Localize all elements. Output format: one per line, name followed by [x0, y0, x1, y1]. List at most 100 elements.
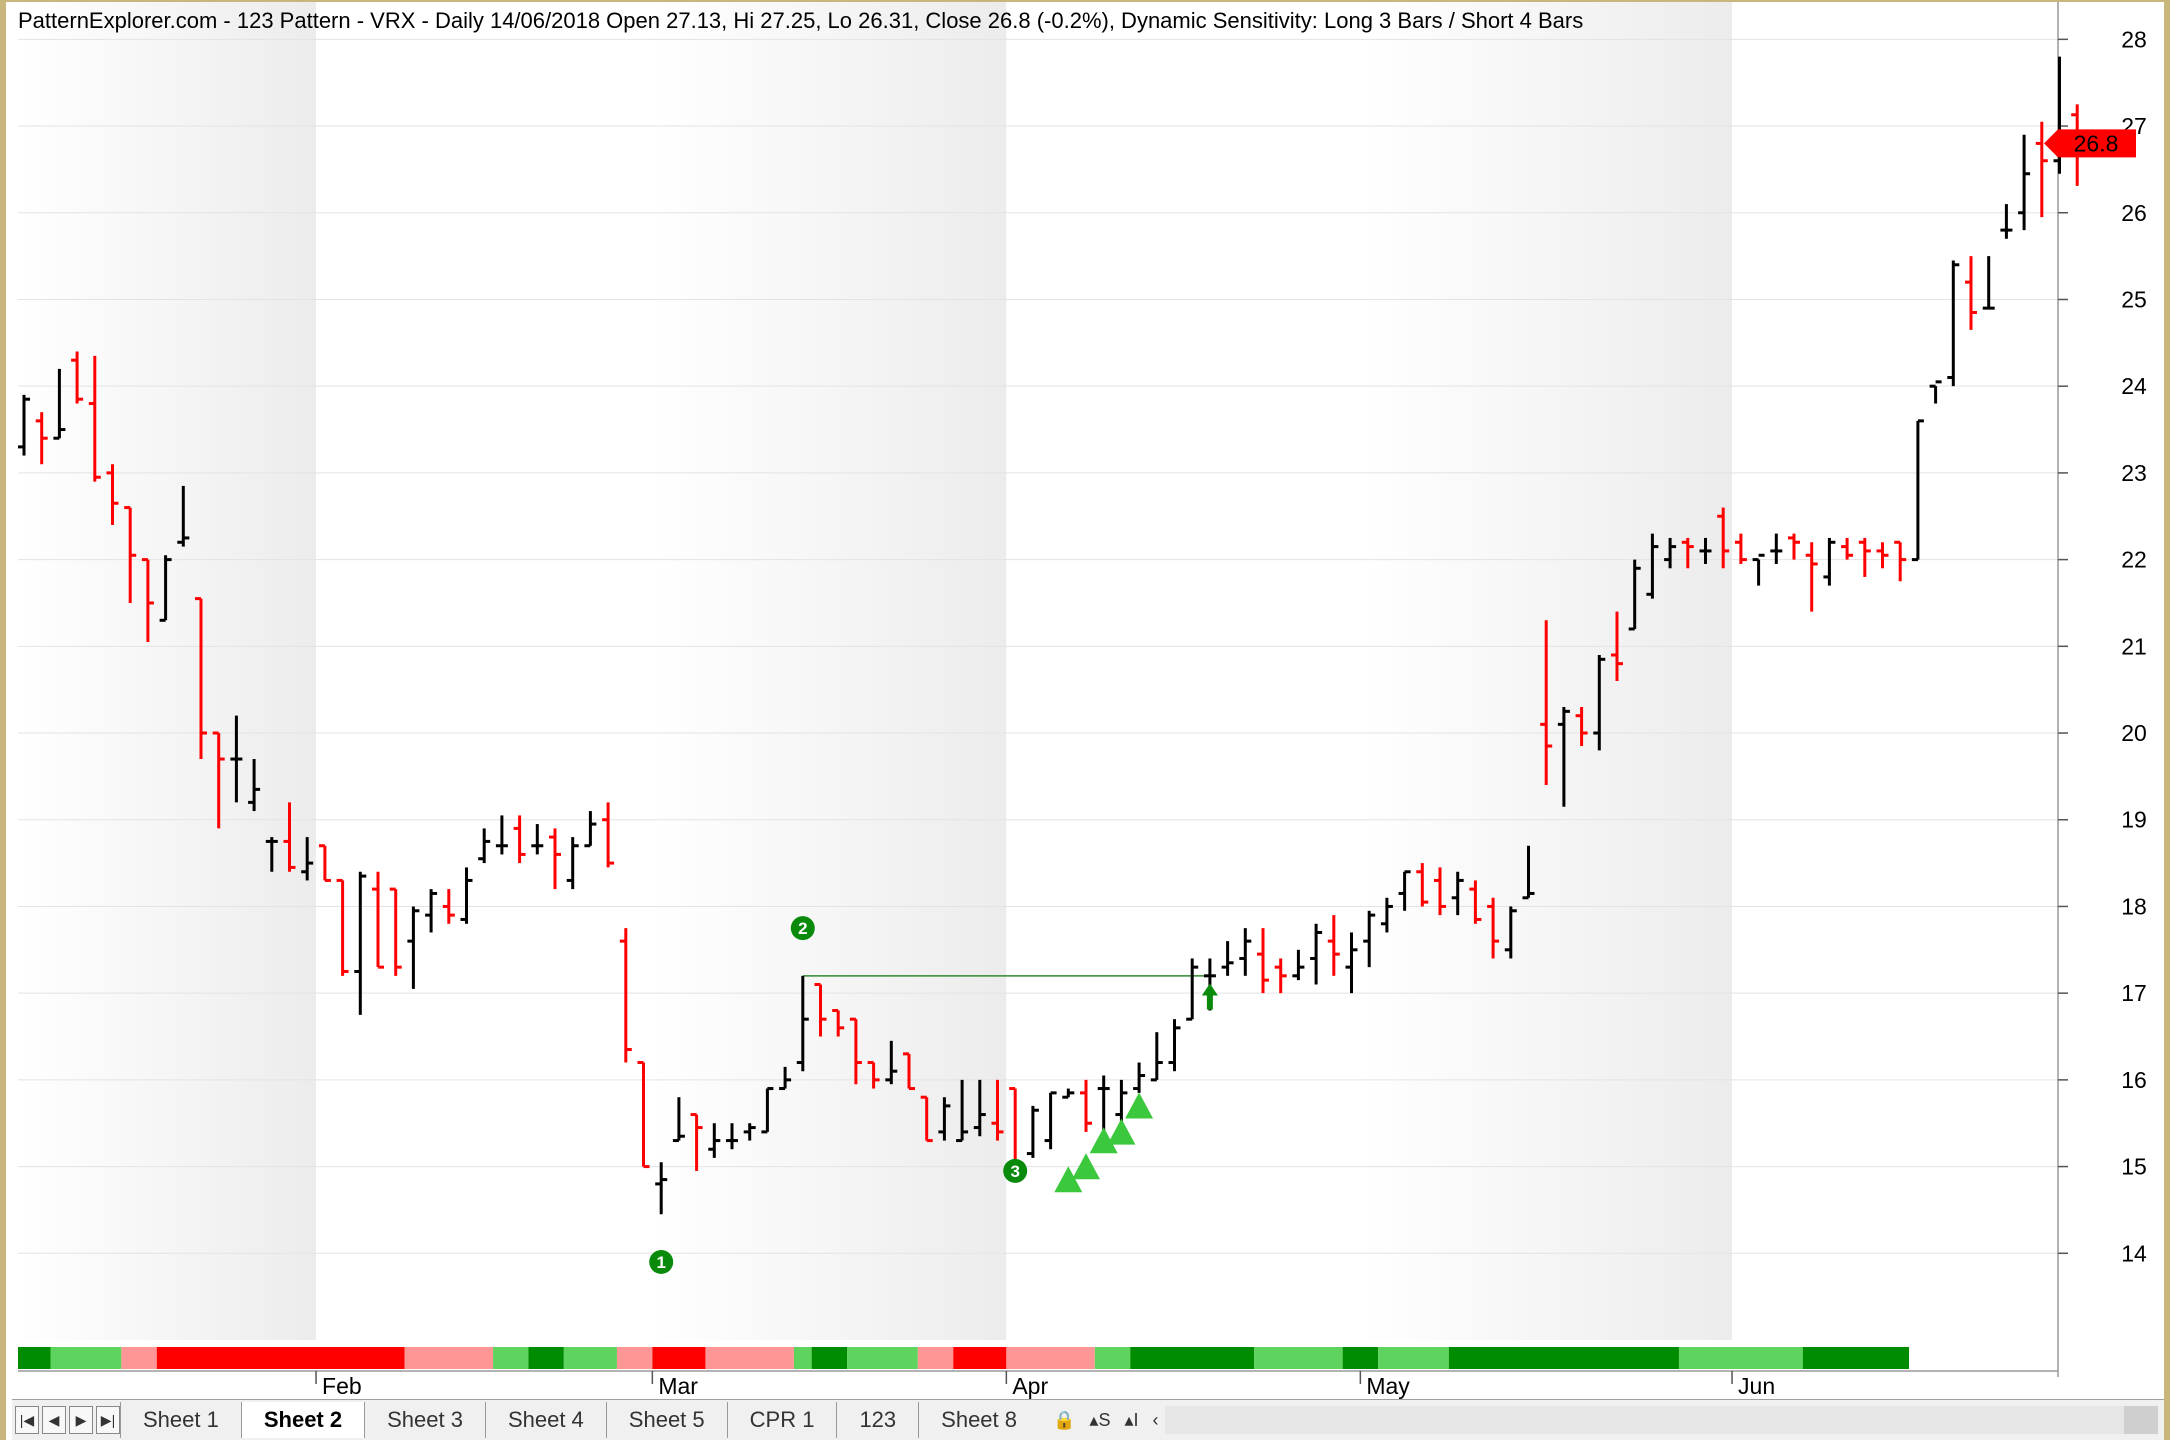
month-label: Apr	[1012, 1373, 1048, 1399]
scroll-left-icon[interactable]: ‹	[1152, 1409, 1159, 1430]
ohlc-bar	[1186, 958, 1199, 1021]
ohlc-bar	[743, 1123, 756, 1141]
ohlc-bar	[779, 1066, 792, 1091]
ohlc-bar	[1221, 941, 1234, 976]
regime-segment	[652, 1347, 706, 1369]
regime-segment	[50, 1347, 122, 1369]
tab-sheet-5[interactable]: Sheet 5	[605, 1402, 727, 1438]
ohlc-bar	[495, 815, 508, 855]
ohlc-bar	[212, 731, 225, 829]
ohlc-bar	[1717, 507, 1730, 569]
y-tick-label: 19	[2121, 807, 2147, 833]
ohlc-bar	[1062, 1088, 1075, 1099]
ohlc-bar	[867, 1061, 880, 1089]
ohlc-bar	[973, 1079, 986, 1137]
ohlc-bar	[318, 844, 331, 882]
regime-segment	[1378, 1347, 1449, 1369]
ohlc-bar	[1540, 620, 1553, 786]
first-sheet-button[interactable]: |◀	[15, 1406, 39, 1434]
regime-segment	[1678, 1347, 1803, 1369]
regime-segment	[1254, 1347, 1343, 1369]
pattern-badge-label: 2	[798, 919, 807, 938]
pattern-badge: 2	[790, 916, 815, 941]
regime-segment	[953, 1347, 1007, 1369]
horizontal-scrollbar[interactable]	[1164, 1406, 2158, 1434]
tab-123[interactable]: 123	[836, 1402, 918, 1438]
signal-triangle-icon	[1054, 1166, 1083, 1193]
regime-segment	[1342, 1347, 1379, 1369]
ohlc-bar	[283, 802, 296, 872]
tab-sheet-1[interactable]: Sheet 1	[120, 1402, 241, 1438]
ohlc-bar	[1044, 1091, 1057, 1150]
ohlc-bar	[1734, 533, 1747, 564]
tab-sheet-8[interactable]: Sheet 8	[918, 1402, 1039, 1438]
ohlc-bar	[1310, 923, 1323, 985]
scale-icon[interactable]: ▴S	[1089, 1409, 1111, 1430]
ohlc-bar	[690, 1113, 703, 1171]
pattern-point-badges: 1 2 3	[649, 916, 1028, 1274]
ohlc-bar	[655, 1162, 668, 1215]
ohlc-bar	[372, 871, 384, 969]
ohlc-bar	[1487, 897, 1500, 959]
y-tick-label: 22	[2121, 547, 2147, 573]
price-gridlines	[18, 38, 2058, 1254]
ohlc-bar	[1664, 537, 1677, 569]
ohlc-bar	[726, 1123, 738, 1150]
price-chart[interactable]: PatternExplorer.com - 123 Pattern - VRX …	[6, 2, 2164, 1399]
ohlc-bar	[566, 837, 579, 890]
regime-segment	[616, 1347, 653, 1369]
y-tick-label: 24	[2121, 373, 2147, 399]
ohlc-bar	[1363, 910, 1376, 968]
scrollbar-thumb[interactable]	[2124, 1406, 2158, 1434]
tab-sheet-3[interactable]: Sheet 3	[364, 1402, 485, 1438]
ohlc-bar	[1380, 897, 1393, 933]
ohlc-bar	[1557, 707, 1570, 807]
ohlc-bar	[584, 811, 597, 848]
ohlc-bars[interactable]	[18, 56, 2084, 1215]
regime-segment	[1094, 1347, 1131, 1369]
ohlc-bar	[885, 1040, 898, 1085]
ohlc-bar	[602, 802, 615, 868]
month-label: May	[1366, 1373, 1410, 1399]
ohlc-bar	[301, 837, 314, 881]
tab-sheet-2[interactable]: Sheet 2	[240, 1402, 365, 1438]
ohlc-bar	[1150, 1032, 1163, 1082]
regime-segment	[1130, 1347, 1255, 1369]
regime-segment	[493, 1347, 529, 1369]
ohlc-bar	[35, 412, 48, 465]
y-tick-label: 21	[2121, 633, 2147, 659]
month-band	[652, 2, 1007, 1340]
regime-segment	[18, 1347, 51, 1369]
last-sheet-button[interactable]: ▶|	[96, 1406, 120, 1434]
ohlc-bar	[195, 597, 207, 760]
pattern-badge-circle	[649, 1249, 674, 1274]
ohlc-bar	[1327, 915, 1340, 976]
ohlc-bar	[1770, 533, 1783, 564]
ohlc-bar	[619, 928, 632, 1063]
regime-segment	[1006, 1347, 1095, 1369]
cursor-icon[interactable]: ▴I	[1124, 1409, 1139, 1430]
ohlc-bar	[1646, 533, 1659, 599]
regime-segment	[811, 1347, 848, 1369]
signal-triangle-icon	[1125, 1092, 1154, 1119]
buy-arrow-icon	[1201, 983, 1218, 1010]
month-band	[1006, 2, 1361, 1340]
ohlc-bar	[460, 867, 473, 924]
lock-icon[interactable]: 🔒	[1053, 1409, 1076, 1430]
tab-cpr-1[interactable]: CPR 1	[726, 1402, 837, 1438]
ohlc-bar	[1504, 906, 1517, 959]
ohlc-bar	[796, 975, 809, 1072]
ohlc-bar	[1522, 845, 1535, 900]
next-sheet-button[interactable]: ▶	[69, 1406, 93, 1434]
last-price-label: 26.8	[2074, 130, 2119, 156]
regime-segment	[847, 1347, 918, 1369]
tab-sheet-4[interactable]: Sheet 4	[484, 1402, 606, 1438]
regime-segment	[793, 1347, 812, 1369]
signal-triangle-icon	[1089, 1127, 1118, 1154]
y-tick-label: 28	[2121, 26, 2147, 52]
previous-sheet-button[interactable]: ◀	[42, 1406, 66, 1434]
regime-segment	[917, 1347, 954, 1369]
ohlc-bar	[18, 394, 30, 456]
